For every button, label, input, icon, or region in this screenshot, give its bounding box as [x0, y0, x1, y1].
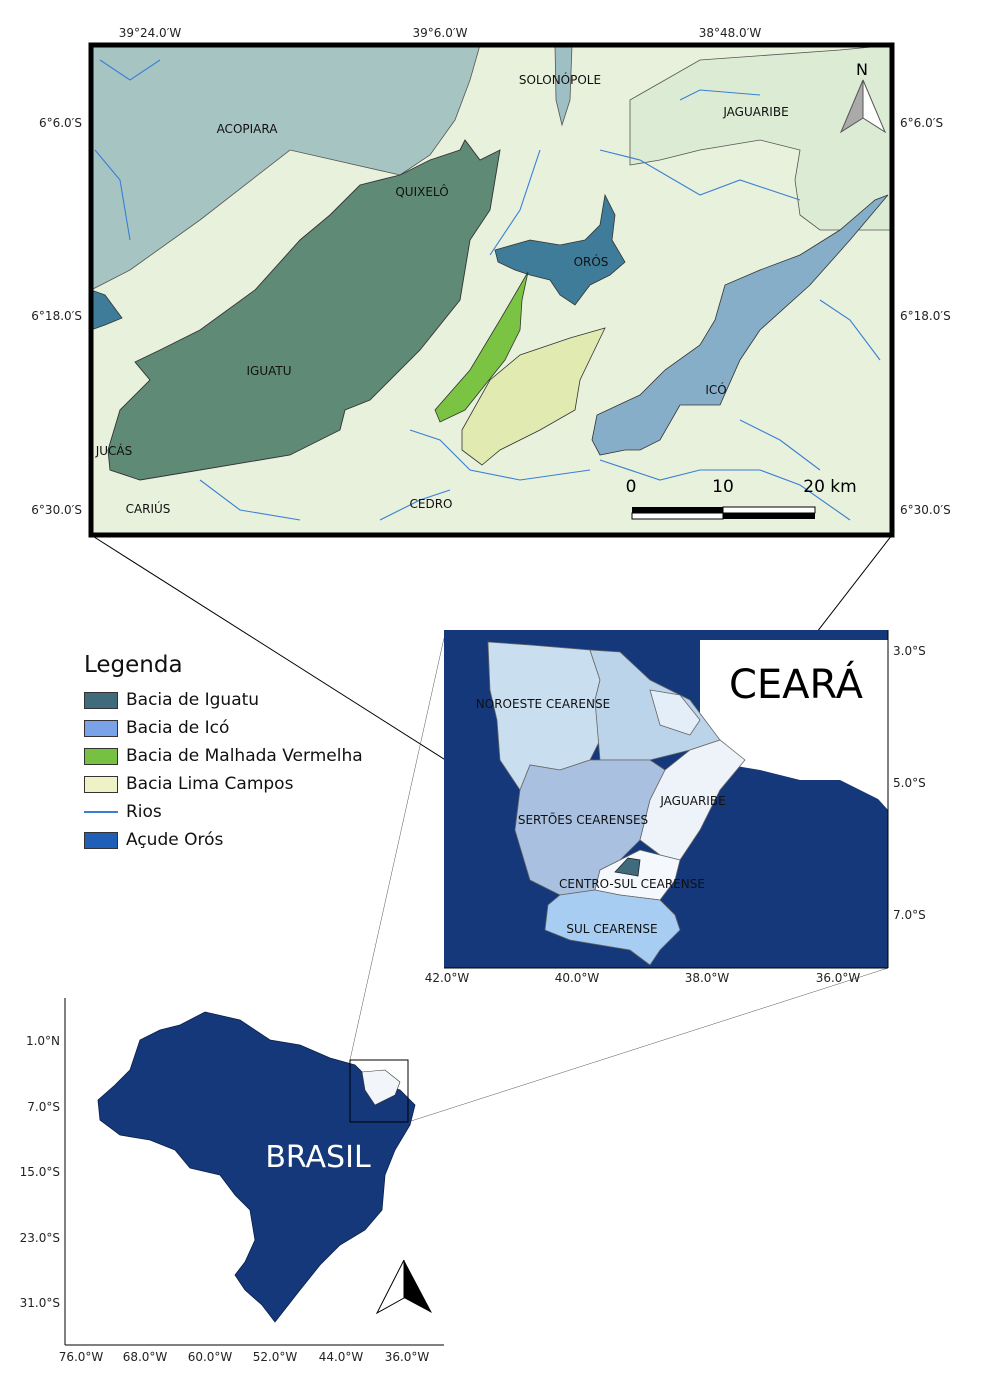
- ico-basin: [591, 194, 889, 456]
- region-label: SERTÕES CEARENSES: [518, 812, 648, 827]
- tick-label: 6°18.0′S: [900, 309, 951, 323]
- legend-label: Bacia Lima Campos: [126, 774, 294, 794]
- legend-item: Bacia Lima Campos: [84, 770, 363, 798]
- tick-label: 36.0°W: [816, 971, 861, 985]
- place-label: ICÓ: [705, 382, 726, 397]
- inset-ticks: 39°24.0′W 39°6.0′W 38°48.0′W 6°6.0′S 6°1…: [31, 26, 950, 517]
- tick-label: 7.0°S: [27, 1100, 60, 1114]
- tick-label: 44.0°W: [319, 1350, 364, 1364]
- place-labels: SOLONÓPOLE JAGUARIBE ACOPIARA QUIXELÔ OR…: [95, 72, 789, 516]
- legend-label: Rios: [126, 802, 162, 822]
- region-label: NOROESTE CEARENSE: [476, 697, 610, 711]
- ceara-map: NOROESTE CEARENSE SERTÕES CEARENSES JAGU…: [425, 630, 926, 985]
- legend-swatch: [84, 775, 118, 793]
- place-label: IGUATU: [246, 364, 291, 378]
- sul-region: [544, 889, 681, 966]
- region-label: JAGUARIBE: [659, 794, 725, 808]
- tick-label: 5.0°S: [893, 776, 926, 790]
- legend-label: Açude Orós: [126, 830, 224, 850]
- tick-label: 6°18.0′S: [31, 309, 82, 323]
- north-arrow-icon: N: [839, 60, 887, 134]
- tick-label: 38.0°W: [685, 971, 730, 985]
- north-arrow-icon: [375, 1259, 432, 1315]
- tick-label: 7.0°S: [893, 908, 926, 922]
- tick-label: 6°30.0′S: [31, 503, 82, 517]
- place-label: SOLONÓPOLE: [519, 72, 601, 87]
- tick-label: 6°30.0′S: [900, 503, 951, 517]
- scale-label: 0: [626, 477, 637, 497]
- legend-label: Bacia de Iguatu: [126, 690, 260, 710]
- tick-label: 6°6.0′S: [39, 116, 82, 130]
- place-label: JAGUARIBE: [722, 105, 788, 119]
- malhada-vermelha-basin: [434, 271, 529, 423]
- legend-swatch: [84, 691, 118, 709]
- legend: Legenda Bacia de Iguatu Bacia de Icó Bac…: [84, 652, 363, 854]
- legend-line-swatch: [84, 811, 118, 813]
- legend-item: Açude Orós: [84, 826, 363, 854]
- place-label: ORÓS: [574, 254, 609, 269]
- ceara-highlight: [361, 1069, 401, 1106]
- legend-item: Bacia de Malhada Vermelha: [84, 742, 363, 770]
- tick-label: 39°24.0′W: [119, 26, 182, 40]
- tick-label: 23.0°S: [20, 1231, 60, 1245]
- legend-label: Bacia de Icó: [126, 718, 230, 738]
- tick-label: 1.0°N: [26, 1034, 60, 1048]
- scale-label: 10: [712, 477, 734, 497]
- legend-label: Bacia de Malhada Vermelha: [126, 746, 363, 766]
- legend-swatch: [84, 719, 118, 737]
- tick-label: 36.0°W: [385, 1350, 430, 1364]
- legend-item: Rios: [84, 798, 363, 826]
- tick-label: 40.0°W: [555, 971, 600, 985]
- tick-label: 38°48.0′W: [699, 26, 762, 40]
- inset-frame: [88, 42, 895, 538]
- scale-bar: 0 10 20 km: [626, 477, 857, 520]
- left-reservoir: [91, 289, 123, 331]
- place-label: ACOPIARA: [217, 122, 279, 136]
- tick-label: 15.0°S: [20, 1165, 60, 1179]
- ceara-title: CEARÁ: [729, 660, 864, 708]
- brasil-title: BRASIL: [265, 1140, 371, 1175]
- solonopole-strip: [554, 45, 573, 127]
- tick-label: 39°6.0′W: [413, 26, 468, 40]
- legend-title: Legenda: [84, 652, 183, 678]
- study-area-marker: [614, 857, 641, 877]
- iguatu-basin: [107, 139, 501, 481]
- region-label: CENTRO-SUL CEARENSE: [559, 877, 705, 891]
- jaguaribe-area: [629, 45, 892, 231]
- tick-label: 3.0°S: [893, 644, 926, 658]
- region-label: SUL CEARENSE: [566, 922, 657, 936]
- place-label: QUIXELÔ: [395, 184, 448, 199]
- fortaleza-region: [649, 689, 701, 736]
- detail-inset-map: SOLONÓPOLE JAGUARIBE ACOPIARA QUIXELÔ OR…: [31, 26, 951, 538]
- tick-label: 76.0°W: [59, 1350, 104, 1364]
- place-label: CEDRO: [410, 497, 453, 511]
- legend-item: Bacia de Icó: [84, 714, 363, 742]
- legend-item: Bacia de Iguatu: [84, 686, 363, 714]
- brazil-islands: [280, 1045, 305, 1060]
- rivers: [94, 59, 881, 521]
- tick-label: 6°6.0′S: [900, 116, 943, 130]
- legend-swatch: [84, 831, 118, 849]
- scale-label: 20 km: [803, 477, 856, 497]
- jaguaribe-region: [639, 739, 746, 861]
- legend-swatch: [84, 747, 118, 765]
- tick-label: 31.0°S: [20, 1296, 60, 1310]
- tick-label: 52.0°W: [253, 1350, 298, 1364]
- ceara-extent-box: [349, 1059, 409, 1123]
- lima-campos-basin: [461, 327, 606, 466]
- tick-label: 42.0°W: [425, 971, 470, 985]
- north-label: N: [856, 60, 868, 79]
- brasil-map: BRASIL 1.0°N 7.0°S 15.0°S 23.0°S 31.0°S …: [20, 998, 444, 1364]
- tick-label: 68.0°W: [123, 1350, 168, 1364]
- tick-label: 60.0°W: [188, 1350, 233, 1364]
- place-label: CARIÚS: [126, 501, 171, 516]
- place-label: JUCÁS: [95, 443, 133, 458]
